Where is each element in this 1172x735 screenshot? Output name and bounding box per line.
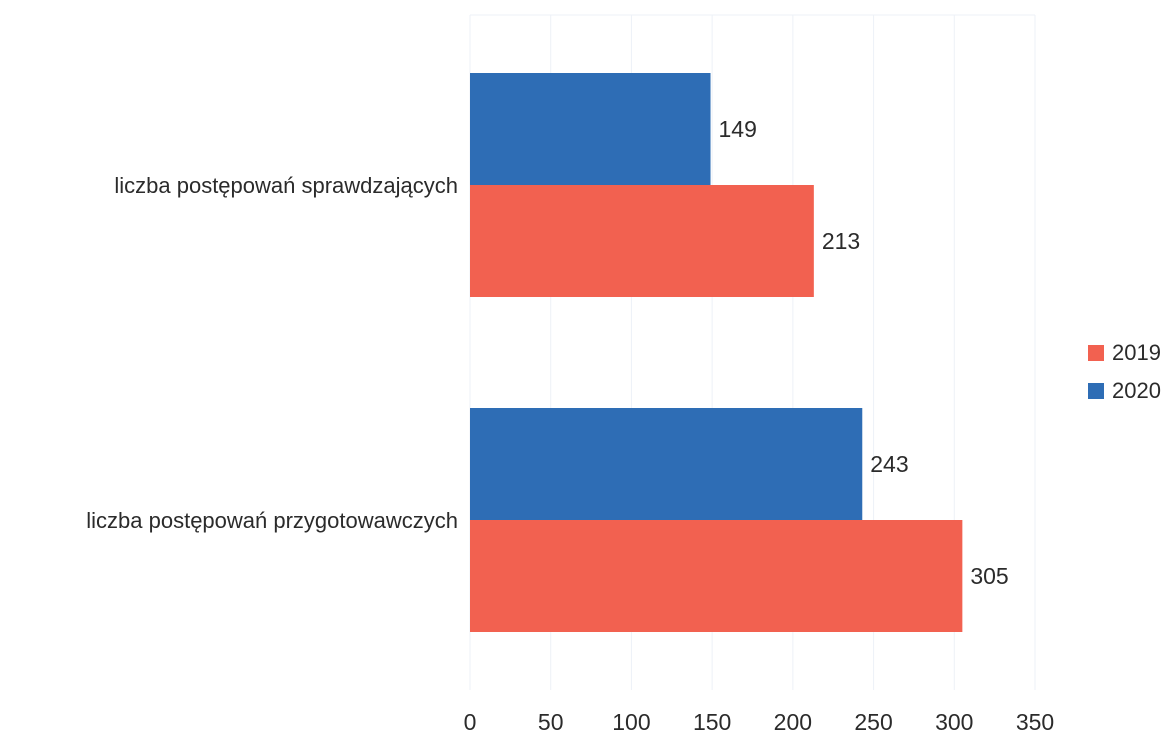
x-tick-label: 300 [935,709,973,735]
x-tick-label: 100 [612,709,650,735]
data-label-2020-2: 243 [870,451,908,477]
bar-2020-1 [470,73,711,185]
data-label-2019-1: 213 [822,228,860,254]
legend: 2019 2020 [1088,340,1161,403]
x-tick-label: 0 [464,709,477,735]
category-label: liczba postępowań przygotowawczych [86,508,458,533]
bar-2019-2 [470,520,963,632]
bar-2020-2 [470,408,863,520]
bar-2019-1 [470,185,814,297]
legend-label-2019: 2019 [1112,340,1161,365]
category-label: liczba postępowań sprawdzających [114,173,458,198]
x-tick-label: 200 [774,709,812,735]
x-axis-tick-labels: 0 50 100 150 200 250 300 350 [464,709,1055,735]
x-tick-label: 350 [1016,709,1054,735]
x-tick-label: 150 [693,709,731,735]
category-labels: liczba postępowań sprawdzających liczba p… [86,173,458,533]
legend-swatch-2020 [1088,383,1104,399]
data-label-2019-2: 305 [970,563,1008,589]
data-labels: 149 213 243 305 [719,116,1009,589]
legend-label-2020: 2020 [1112,378,1161,403]
data-label-2020-1: 149 [719,116,757,142]
legend-swatch-2019 [1088,345,1104,361]
bars [470,73,963,632]
x-tick-label: 50 [538,709,564,735]
x-tick-label: 250 [854,709,892,735]
